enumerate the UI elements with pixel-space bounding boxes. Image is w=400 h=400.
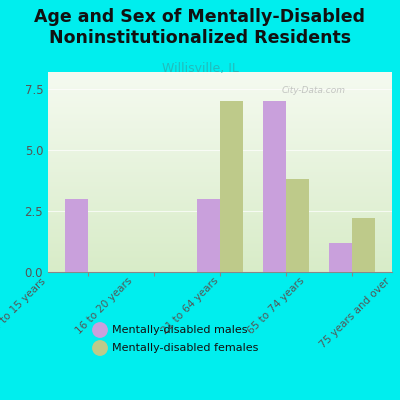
Bar [220, 101, 243, 272]
Bar [352, 218, 376, 272]
Bar [64, 199, 88, 272]
Text: 65 to 74 years: 65 to 74 years [246, 276, 306, 336]
Bar [329, 243, 352, 272]
Bar [286, 179, 309, 272]
Text: Mentally-disabled females: Mentally-disabled females [112, 343, 258, 353]
Text: Willisville, IL: Willisville, IL [162, 62, 238, 75]
Text: Mentally-disabled males: Mentally-disabled males [112, 325, 248, 335]
Text: Age and Sex of Mentally-Disabled
Noninstitutionalized Residents: Age and Sex of Mentally-Disabled Noninst… [34, 8, 366, 47]
Bar [263, 101, 286, 272]
Text: City-Data.com: City-Data.com [282, 86, 346, 95]
Text: 75 years and over: 75 years and over [318, 276, 392, 350]
Text: 21 to 64 years: 21 to 64 years [160, 276, 220, 336]
Text: 5 to 15 years: 5 to 15 years [0, 276, 48, 332]
Bar [197, 199, 220, 272]
Text: 16 to 20 years: 16 to 20 years [74, 276, 134, 336]
